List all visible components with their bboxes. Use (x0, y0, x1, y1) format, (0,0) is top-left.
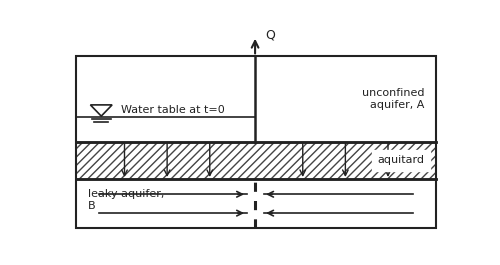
Text: unconfined
aquifer, A: unconfined aquifer, A (362, 88, 425, 110)
Text: Q: Q (265, 28, 274, 41)
Text: leaky aquifer,
B: leaky aquifer, B (88, 189, 164, 211)
Text: Water table at t=0: Water table at t=0 (120, 105, 224, 115)
Text: aquitard: aquitard (378, 155, 425, 165)
Bar (76, 56, 436, 228)
Bar (76, 142, 436, 179)
